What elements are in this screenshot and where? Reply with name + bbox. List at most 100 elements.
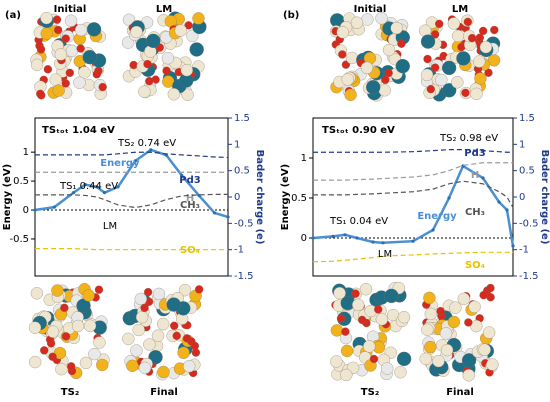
atom <box>381 75 390 85</box>
energy-point <box>481 176 485 180</box>
atom <box>384 288 399 304</box>
y-tick-label: 0 <box>23 205 29 216</box>
atom <box>126 359 139 372</box>
atom <box>135 311 149 324</box>
series-label: Energy <box>417 211 457 222</box>
atom <box>457 292 470 305</box>
annotation: TS₁ 0.44 eV <box>59 181 118 192</box>
energy-point <box>447 196 451 200</box>
atom <box>341 73 354 86</box>
atom <box>49 73 62 86</box>
y-tick-label: -0.5 <box>9 234 29 245</box>
structure-label: TS₂ <box>361 387 379 398</box>
atom <box>186 29 199 43</box>
atom <box>61 332 71 341</box>
atom <box>172 331 181 340</box>
atom <box>180 64 193 77</box>
atom <box>432 354 445 368</box>
series-label: Energy <box>100 158 140 169</box>
atom <box>36 89 45 99</box>
atom <box>183 360 196 373</box>
energy-point <box>343 233 347 237</box>
y-tick-label: 0 <box>301 233 307 244</box>
atom <box>151 329 165 342</box>
atom <box>397 311 411 324</box>
atom <box>478 26 488 36</box>
atom <box>338 50 347 59</box>
atom <box>381 362 394 375</box>
atom <box>351 289 360 298</box>
atom <box>145 77 154 86</box>
panel-label: (b) <box>283 10 299 21</box>
atom <box>190 341 199 351</box>
annotation: TSₜₒₜ 0.90 eV <box>322 125 395 136</box>
atom <box>340 368 353 382</box>
y-tick-label: 0.5 <box>291 193 307 204</box>
atom <box>122 332 135 345</box>
atom <box>479 40 493 54</box>
atom <box>78 66 91 79</box>
atom <box>421 323 434 336</box>
atom <box>76 44 85 53</box>
atom <box>396 351 412 367</box>
energy-point <box>95 185 99 189</box>
atom <box>51 284 64 297</box>
atom <box>181 88 194 101</box>
y2-tick-label: 0 <box>519 192 525 203</box>
series-line <box>313 149 513 153</box>
structure-label: LM <box>156 4 172 15</box>
atom <box>423 291 436 305</box>
atom <box>52 15 62 24</box>
atom <box>30 58 44 71</box>
panel-label: (a) <box>5 10 21 21</box>
y2-tick-label: 1 <box>234 139 240 150</box>
structure-label: Final <box>446 387 474 398</box>
atom <box>447 17 461 30</box>
atom <box>486 358 499 371</box>
atom <box>439 327 453 340</box>
atom <box>330 324 344 337</box>
series-label: H <box>186 193 194 204</box>
atom <box>375 12 388 25</box>
atom <box>40 27 53 40</box>
atom <box>352 298 365 311</box>
series-line <box>313 162 513 181</box>
atom <box>194 285 204 294</box>
atom <box>424 307 437 321</box>
atom <box>436 306 445 316</box>
atom <box>430 30 440 39</box>
atom <box>358 315 367 325</box>
atom <box>74 23 88 37</box>
atom <box>461 88 470 98</box>
y2-tick-label: -1.5 <box>234 271 254 282</box>
atom <box>463 17 472 27</box>
atom <box>138 85 151 98</box>
atom <box>336 26 349 39</box>
atom <box>143 59 152 69</box>
atom-cluster <box>330 281 412 382</box>
y-axis-label: Energy (eV) <box>2 164 13 230</box>
energy-point <box>133 159 137 163</box>
atom <box>93 336 106 349</box>
atom <box>157 365 170 379</box>
atom <box>138 361 152 375</box>
atom <box>464 318 473 327</box>
atom <box>361 13 374 26</box>
energy-point <box>72 191 76 195</box>
atom <box>435 19 444 29</box>
atom <box>43 65 53 74</box>
atom <box>73 76 86 89</box>
series-label: Pd3 <box>464 148 485 159</box>
annotation: TS₂ 0.74 eV <box>117 138 176 149</box>
atom <box>447 315 461 329</box>
series-line <box>313 180 514 208</box>
atom <box>490 25 499 35</box>
atom <box>53 25 63 35</box>
energy-point <box>180 173 184 177</box>
atom-cluster <box>121 11 207 101</box>
atom <box>161 52 175 65</box>
atom <box>61 79 70 88</box>
annotation: LM <box>378 249 392 260</box>
atom <box>382 43 396 57</box>
